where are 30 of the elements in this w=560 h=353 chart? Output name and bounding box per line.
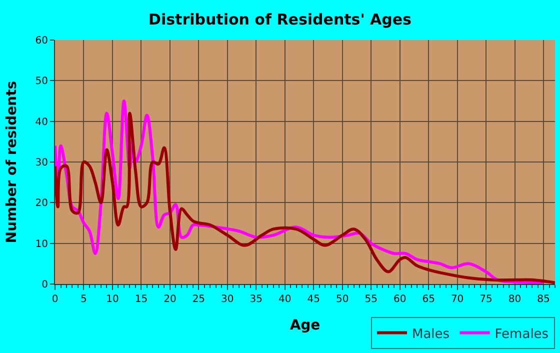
- x-tick-label: 75: [480, 294, 492, 305]
- x-tick-label: 55: [364, 294, 378, 305]
- chart-title: Distribution of Residents' Ages: [148, 10, 412, 29]
- x-tick-label: 80: [508, 294, 522, 305]
- x-tick-label: 5: [80, 294, 87, 305]
- x-axis-title: Age: [290, 317, 320, 334]
- x-tick-label: 65: [422, 294, 435, 305]
- y-tick-label: 20: [35, 198, 48, 210]
- x-tick-label: 60: [393, 294, 406, 305]
- x-tick-label: 10: [106, 294, 119, 305]
- x-tick-label: 20: [164, 294, 176, 305]
- y-tick-label: 50: [35, 76, 48, 88]
- x-tick-label: 70: [450, 294, 464, 305]
- x-tick-label: 35: [250, 294, 263, 305]
- y-tick-label: 40: [35, 116, 48, 128]
- y-tick-label: 30: [35, 158, 48, 168]
- x-tick-label: 40: [278, 294, 292, 305]
- y-tick-label: 0: [42, 280, 48, 290]
- x-tick-label: 50: [336, 294, 349, 305]
- y-tick-label: 60: [35, 36, 48, 46]
- y-tick-label: 10: [35, 238, 48, 250]
- x-tick-label: 85: [537, 294, 550, 305]
- x-tick-label: 0: [52, 294, 58, 305]
- legend-label: Males: [412, 326, 450, 342]
- y-axis-title: Number of residents: [4, 80, 20, 244]
- x-tick-label: 45: [307, 294, 320, 305]
- x-tick-label: 25: [192, 294, 206, 305]
- x-tick-label: 30: [221, 294, 234, 305]
- x-tick-label: 15: [134, 294, 148, 305]
- legend-label: Females: [494, 326, 549, 342]
